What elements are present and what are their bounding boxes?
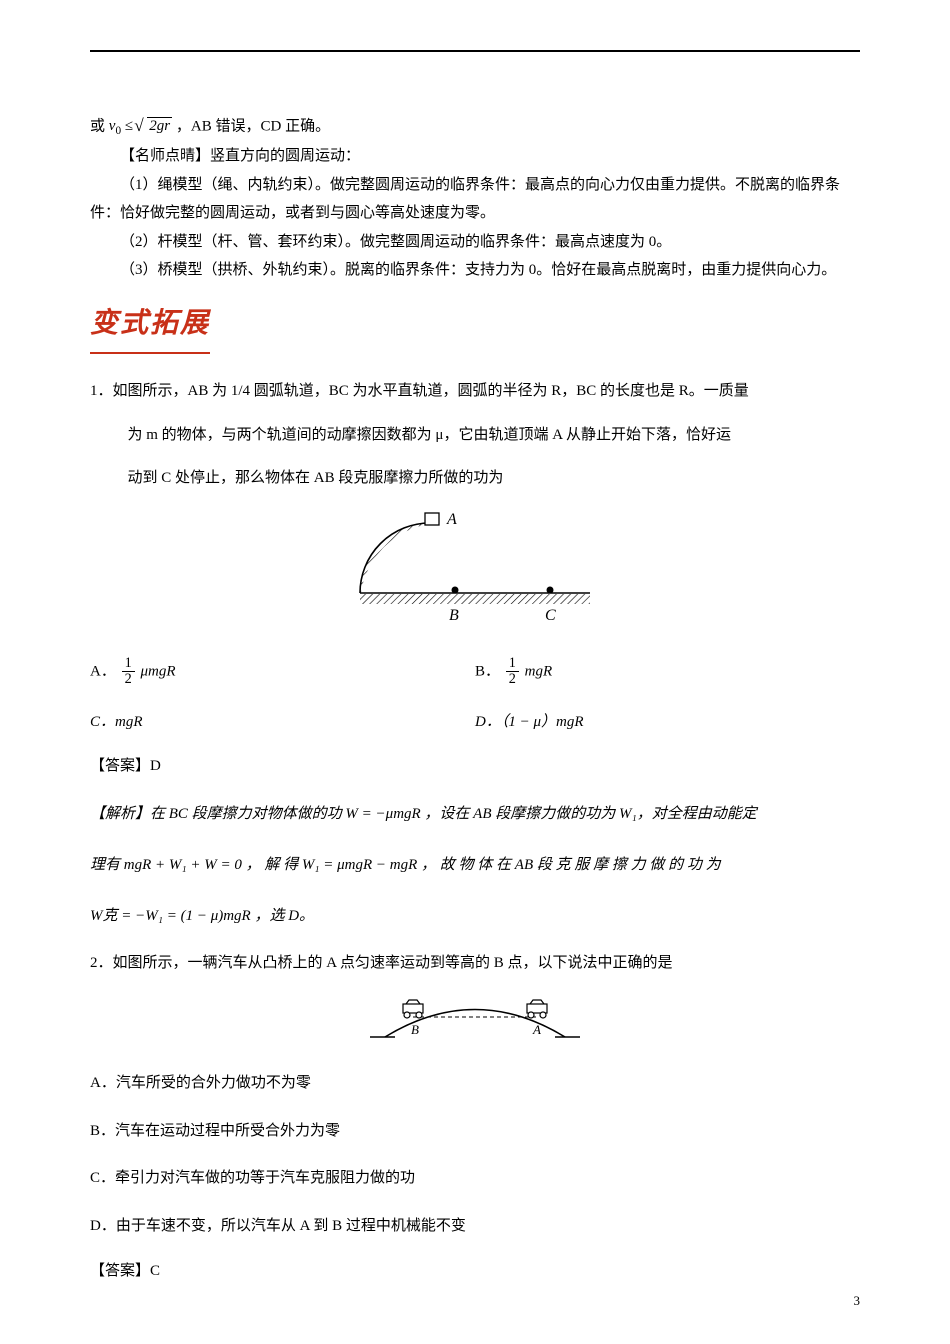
page-number: 3: [854, 1289, 861, 1314]
intro-sqrt: 2gr: [137, 112, 172, 141]
intro-line1: 或 v0 ≤ 2gr ，AB 错误，CD 正确。: [90, 112, 860, 142]
q1-A-tail: μmgR: [140, 663, 175, 679]
q1-fig-labelA: A: [446, 511, 457, 528]
q1-options: A． 1 2 μmgR B． 1 2 mgR C．mgR D．（1 − μ）mg…: [90, 646, 860, 747]
q2-option-B: B．汽车在运动过程中所受合外力为零: [90, 1115, 860, 1148]
q1-D-text: D．（1 − μ）mgR: [475, 714, 583, 730]
q2-option-A: A．汽车所受的合外力做功不为零: [90, 1067, 860, 1100]
q1-stem-line3: 动到 C 处停止，那么物体在 AB 段克服摩擦力所做的功为: [128, 464, 861, 493]
q1-B-tail: mgR: [525, 663, 553, 679]
intro-op: ≤: [125, 118, 133, 134]
q1-solution-l1: 【解析】在 BC 段摩擦力对物体做的功 W = −μmgR ，设在 AB 段摩擦…: [90, 796, 860, 832]
q2-answer: 【答案】C: [90, 1257, 860, 1286]
q1-figure: A B C: [90, 508, 860, 638]
q1-A-frac: 1 2: [122, 656, 135, 688]
q1-option-B: B． 1 2 mgR: [475, 646, 860, 698]
tip-3: （3）桥模型（拱桥、外轨约束）。脱离的临界条件：支持力为 0。恰好在最高点脱离时…: [90, 256, 860, 285]
question-1: 1．如图所示，AB 为 1/4 圆弧轨道，BC 为水平直轨道，圆弧的半径为 R，…: [90, 377, 860, 934]
q1-C-text: C．mgR: [90, 714, 143, 730]
q1-solution-l2: 理有 mgR + W₁ + W = 0 ， 解 得 W₁ = μmgR − mg…: [90, 847, 860, 883]
q1-B-den: 2: [506, 672, 519, 688]
q2-stem: 2．如图所示，一辆汽车从凸桥上的 A 点匀速率运动到等高的 B 点，以下说法中正…: [90, 949, 860, 978]
q1-solution-l3: W克 = −W₁ = (1 − μ)mgR ，选 D。: [90, 898, 860, 934]
q1-B-frac: 1 2: [506, 656, 519, 688]
intro-sqrt-inner: 2gr: [147, 117, 172, 134]
intro-suffix: ，AB 错误，CD 正确。: [176, 119, 330, 135]
q2-option-D: D．由于车速不变，所以汽车从 A 到 B 过程中机械能不变: [90, 1210, 860, 1243]
q1-A-den: 2: [122, 672, 135, 688]
intro-prefix: 或: [90, 119, 105, 135]
q2-fig-labelA: A: [532, 1022, 541, 1037]
tip-1: （1）绳模型（绳、内轨约束）。做完整圆周运动的临界条件：最高点的向心力仅由重力提…: [90, 171, 860, 228]
q2-fig-labelB: B: [411, 1022, 419, 1037]
tip-label: 【名师点晴】竖直方向的圆周运动：: [90, 142, 860, 171]
section-title: 变式拓展: [90, 297, 210, 354]
q1-A-num: 1: [122, 656, 135, 673]
q1-stem-line1: 1．如图所示，AB 为 1/4 圆弧轨道，BC 为水平直轨道，圆弧的半径为 R，…: [90, 377, 860, 406]
top-rule: [90, 50, 860, 52]
q1-fig-labelC: C: [545, 607, 556, 624]
q1-fig-labelB: B: [449, 607, 459, 624]
q1-answer: 【答案】D: [90, 752, 860, 781]
q2-figure: B A: [90, 992, 860, 1052]
q1-A-prefix: A．: [90, 663, 116, 679]
q1-svg: A B C: [345, 508, 605, 638]
q2-svg: B A: [365, 992, 585, 1052]
q2-options: A．汽车所受的合外力做功不为零 B．汽车在运动过程中所受合外力为零 C．牵引力对…: [90, 1067, 860, 1242]
intro-sub: 0: [115, 125, 121, 137]
question-2: 2．如图所示，一辆汽车从凸桥上的 A 点匀速率运动到等高的 B 点，以下说法中正…: [90, 949, 860, 1286]
q1-B-num: 1: [506, 656, 519, 673]
q1-option-D: D．（1 − μ）mgR: [475, 698, 860, 747]
q1-B-prefix: B．: [475, 663, 500, 679]
intro-formula: v0 ≤ 2gr: [109, 112, 172, 142]
q2-option-C: C．牵引力对汽车做的功等于汽车克服阻力做的功: [90, 1162, 860, 1195]
q1-option-A: A． 1 2 μmgR: [90, 646, 475, 698]
q1-stem-line2: 为 m 的物体，与两个轨道间的动摩擦因数都为 μ，它由轨道顶端 A 从静止开始下…: [128, 421, 861, 450]
tip-2: （2）杆模型（杆、管、套环约束）。做完整圆周运动的临界条件：最高点速度为 0。: [90, 228, 860, 257]
q1-option-C: C．mgR: [90, 698, 475, 747]
